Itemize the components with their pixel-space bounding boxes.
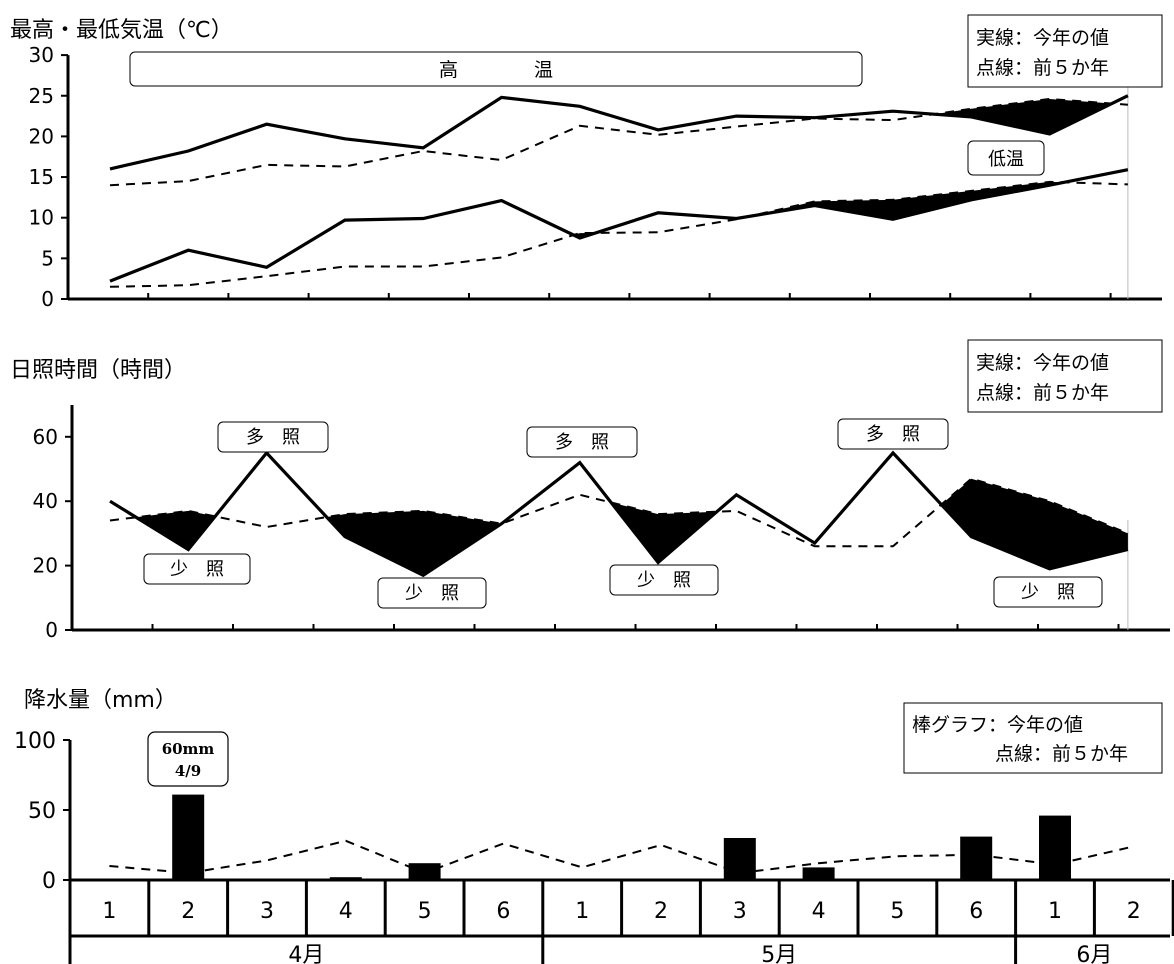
y-tick-label: 5 <box>41 246 54 270</box>
sunshine-callout-text: 少 照 <box>637 570 691 591</box>
precip-average-line <box>109 839 1135 875</box>
y-tick-label: 20 <box>29 124 54 148</box>
precip-bar <box>329 877 362 880</box>
sunshine-legend-box: 実線：今年の値 点線：前５か年 <box>967 339 1163 413</box>
sunshine-callout-text: 多 照 <box>555 432 609 453</box>
y-tick-label: 40 <box>33 489 58 513</box>
high-temp-label: 高 温 <box>439 59 553 81</box>
temperature-title: 最高・最低気温（℃） <box>10 18 233 43</box>
y-tick-label: 50 <box>28 799 56 824</box>
below-average-fill <box>326 510 502 576</box>
below-average-fill <box>941 478 1128 569</box>
month-label: 6月 <box>1076 943 1112 964</box>
temperature-legend-dashed: 点線：前５か年 <box>976 57 1109 79</box>
precip-bar <box>802 867 835 880</box>
month-label: 5月 <box>761 943 797 964</box>
max-temp-current-line <box>109 94 1129 171</box>
sunshine-callout-text: 少 照 <box>405 583 459 604</box>
week-label: 5 <box>890 899 904 924</box>
precipitation-bars <box>172 794 1071 880</box>
week-label: 1 <box>102 899 116 924</box>
precipitation-legend-box: 棒グラフ：今年の値 点線：前５か年 <box>903 702 1163 774</box>
below-average-fill <box>611 502 717 563</box>
sunshine-callout-much-2: 多 照 <box>526 426 638 458</box>
precip-bar <box>960 836 993 880</box>
sunshine-callout-text: 少 照 <box>170 559 224 580</box>
min-temp-average-line <box>109 180 1128 288</box>
week-label: 6 <box>496 899 510 924</box>
sunshine-callout-text: 多 照 <box>246 427 300 448</box>
precipitation-panel: 降水量（mm） 0 50 100 1 2 3 4 5 6 1 2 3 4 5 6 1 2 4月 5月 6月 棒グラフ… <box>14 688 1174 964</box>
y-tick-label: 0 <box>41 287 54 311</box>
sunshine-callout-text: 少 照 <box>1021 582 1075 603</box>
sunshine-legend-dashed: 点線：前５か年 <box>976 382 1109 404</box>
y-tick-label: 30 <box>29 43 54 67</box>
precip-bar <box>1039 815 1071 880</box>
week-label: 3 <box>733 899 747 924</box>
precip-bar <box>408 863 441 880</box>
sunshine-axes: 0 20 40 60 <box>33 405 1170 642</box>
week-label: 1 <box>575 899 589 924</box>
min-temp-current-line <box>109 168 1129 283</box>
sunshine-callout-little-4: 少 照 <box>993 576 1103 608</box>
week-label: 6 <box>969 899 983 924</box>
max-precip-amount: 60mm <box>162 740 215 758</box>
y-tick-label: 15 <box>29 165 54 189</box>
sunshine-callout-little-2: 少 照 <box>377 577 487 609</box>
precipitation-title: 降水量（mm） <box>24 688 177 713</box>
sunshine-callout-much-3: 多 照 <box>837 418 949 450</box>
temperature-legend-box: 実線：今年の値 点線：前５か年 <box>967 14 1163 88</box>
max-temp-average-line <box>109 97 1128 187</box>
sunshine-title: 日照時間（時間） <box>10 358 186 383</box>
y-tick-label: 100 <box>14 729 56 754</box>
y-tick-label: 10 <box>29 206 54 230</box>
sunshine-current-line <box>109 450 1129 578</box>
week-label: 5 <box>418 899 432 924</box>
week-label: 3 <box>260 899 274 924</box>
sunshine-difference-fill <box>136 478 1128 576</box>
sunshine-callout-much-1: 多 照 <box>217 421 329 453</box>
precip-bar <box>172 794 205 880</box>
y-tick-label: 60 <box>33 425 58 449</box>
week-label: 4 <box>812 899 826 924</box>
y-tick-label: 0 <box>42 869 56 894</box>
y-tick-label: 0 <box>45 618 58 642</box>
temperature-axes: 0 5 10 15 20 25 30 <box>29 43 1162 311</box>
sunshine-panel: 日照時間（時間） 0 20 40 60 実線：今年の値 点線：前５か年 多 照 多 照… <box>10 339 1170 642</box>
max-precip-callout: 60mm 4/9 <box>147 731 229 787</box>
y-tick-label: 20 <box>33 554 58 578</box>
precipitation-legend-bar: 棒グラフ：今年の値 <box>912 714 1083 736</box>
week-label: 2 <box>181 899 195 924</box>
y-tick-label: 25 <box>29 84 54 108</box>
precipitation-average-line <box>109 839 1135 875</box>
week-label: 2 <box>654 899 668 924</box>
high-temp-callout: 高 温 <box>129 51 863 87</box>
sunshine-average-line <box>109 477 1129 548</box>
sunshine-legend-solid: 実線：今年の値 <box>976 352 1109 374</box>
low-temp-callout: 低温 <box>967 140 1045 176</box>
temperature-lines <box>109 94 1129 288</box>
week-label: 2 <box>1127 899 1141 924</box>
temperature-legend-solid: 実線：今年の値 <box>976 27 1109 49</box>
precipitation-legend-dashed: 点線：前５か年 <box>995 743 1128 765</box>
week-label: 4 <box>339 899 353 924</box>
sunshine-callout-little-3: 少 照 <box>609 564 719 596</box>
below-average-fill <box>749 181 1064 220</box>
sunshine-lines <box>109 450 1129 578</box>
month-label: 4月 <box>288 943 324 964</box>
low-temp-label: 低温 <box>988 149 1024 170</box>
max-precip-date: 4/9 <box>175 762 201 780</box>
week-categories: 1 2 3 4 5 6 1 2 3 4 5 6 1 2 4月 5月 6月 <box>102 880 1174 964</box>
sunshine-callout-little-1: 少 照 <box>143 553 251 585</box>
week-label: 1 <box>1048 899 1062 924</box>
sunshine-callout-text: 多 照 <box>866 424 920 445</box>
